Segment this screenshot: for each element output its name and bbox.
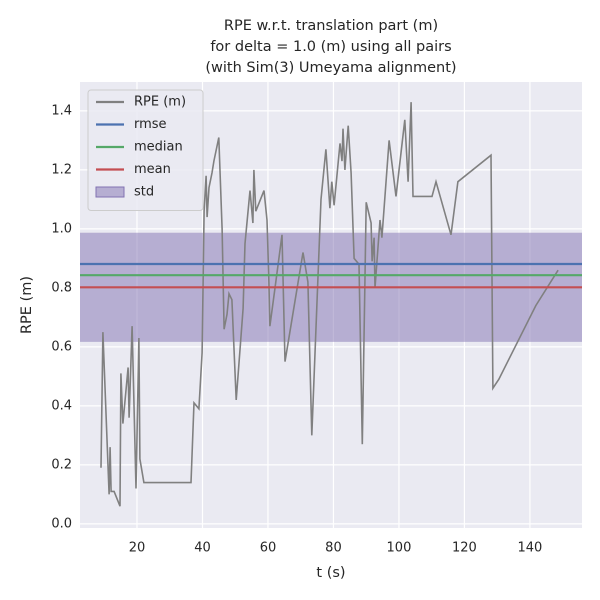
x-tick-label: 20 <box>129 541 146 556</box>
legend-label: median <box>134 140 183 155</box>
y-axis-label: RPE (m) <box>19 276 35 334</box>
x-axis-label: t (s) <box>316 565 345 581</box>
chart-title: for delta = 1.0 (m) using all pairs <box>210 39 451 55</box>
legend-label: rmse <box>134 117 167 132</box>
x-tick-label: 80 <box>325 541 342 556</box>
legend-label: std <box>134 185 154 200</box>
legend-swatch <box>95 186 125 198</box>
y-tick-label: 0.6 <box>51 339 72 354</box>
x-tick-label: 100 <box>387 541 412 556</box>
x-tick-label: 60 <box>260 541 277 556</box>
y-tick-label: 0.2 <box>51 457 72 472</box>
marks <box>80 102 582 507</box>
x-tick-label: 120 <box>452 541 477 556</box>
grid <box>80 82 582 528</box>
chart-title: (with Sim(3) Umeyama alignment) <box>205 60 456 76</box>
legend: RPE (m) rmse median mean std <box>87 89 204 211</box>
y-tick-label: 1.4 <box>51 103 72 118</box>
y-tick-label: 1.2 <box>51 162 72 177</box>
legend-label: RPE (m) <box>134 95 186 110</box>
y-tick-label: 0.0 <box>51 516 72 531</box>
y-tick-label: 0.4 <box>51 398 72 413</box>
data-line <box>100 102 559 507</box>
x-tick-label: 40 <box>194 541 211 556</box>
legend-label: mean <box>134 162 171 177</box>
x-tick-label: 140 <box>518 541 543 556</box>
legend-box <box>87 89 204 211</box>
y-tick-label: 0.8 <box>51 280 72 295</box>
chart-title: RPE w.r.t. translation part (m) <box>224 18 438 34</box>
y-tick-label: 1.0 <box>51 221 72 236</box>
